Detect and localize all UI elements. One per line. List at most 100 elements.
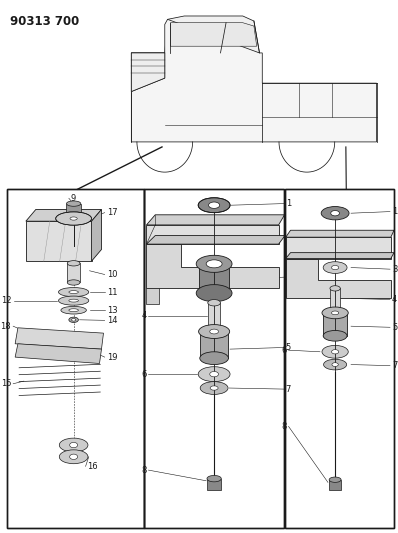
Text: 15: 15 xyxy=(1,379,11,388)
Text: 7: 7 xyxy=(286,385,291,393)
Polygon shape xyxy=(131,53,165,92)
Ellipse shape xyxy=(322,307,348,319)
Ellipse shape xyxy=(206,260,222,268)
Ellipse shape xyxy=(210,386,218,390)
Ellipse shape xyxy=(196,285,232,302)
Ellipse shape xyxy=(69,290,78,294)
Bar xyxy=(7,189,144,528)
Text: 6: 6 xyxy=(141,370,146,378)
Polygon shape xyxy=(131,53,165,92)
Ellipse shape xyxy=(59,287,89,297)
Text: 7: 7 xyxy=(392,361,398,370)
Polygon shape xyxy=(146,236,285,244)
Text: 1: 1 xyxy=(392,207,397,216)
Bar xyxy=(144,189,284,528)
Ellipse shape xyxy=(59,438,88,452)
Polygon shape xyxy=(146,288,159,304)
Ellipse shape xyxy=(322,345,348,358)
Polygon shape xyxy=(286,237,391,259)
Bar xyxy=(207,479,221,490)
Bar xyxy=(285,189,394,528)
Polygon shape xyxy=(26,209,101,221)
Polygon shape xyxy=(146,215,285,225)
Text: 13: 13 xyxy=(107,306,117,314)
Polygon shape xyxy=(286,253,394,259)
Bar xyxy=(66,204,81,212)
Text: 4: 4 xyxy=(141,311,146,320)
Text: 10: 10 xyxy=(107,270,117,279)
Bar xyxy=(199,264,229,293)
Ellipse shape xyxy=(323,330,347,341)
Polygon shape xyxy=(146,244,279,288)
Ellipse shape xyxy=(69,299,78,302)
Ellipse shape xyxy=(66,201,81,206)
Ellipse shape xyxy=(323,262,347,273)
Ellipse shape xyxy=(332,362,338,367)
Bar xyxy=(329,480,341,490)
Polygon shape xyxy=(170,23,257,46)
Text: 6: 6 xyxy=(281,346,287,354)
Ellipse shape xyxy=(200,352,228,365)
Ellipse shape xyxy=(331,211,339,216)
Bar xyxy=(200,332,228,358)
Ellipse shape xyxy=(70,217,77,220)
Ellipse shape xyxy=(209,202,220,208)
Ellipse shape xyxy=(70,442,78,448)
Ellipse shape xyxy=(332,350,339,354)
Polygon shape xyxy=(15,328,103,349)
Text: 14: 14 xyxy=(107,316,117,325)
Ellipse shape xyxy=(208,332,220,338)
Ellipse shape xyxy=(59,450,88,464)
Text: 11: 11 xyxy=(107,288,117,296)
Text: 17: 17 xyxy=(107,208,117,217)
Text: 1: 1 xyxy=(286,199,291,208)
Ellipse shape xyxy=(69,317,78,322)
Ellipse shape xyxy=(67,280,80,285)
Ellipse shape xyxy=(72,318,76,321)
Bar xyxy=(285,189,394,528)
Ellipse shape xyxy=(208,300,220,306)
Text: 8: 8 xyxy=(141,466,146,474)
Ellipse shape xyxy=(330,286,340,291)
Ellipse shape xyxy=(207,475,221,482)
Bar xyxy=(7,189,144,528)
Text: 3: 3 xyxy=(392,265,398,273)
Polygon shape xyxy=(286,230,394,237)
Ellipse shape xyxy=(198,367,230,382)
Bar xyxy=(144,189,284,528)
Ellipse shape xyxy=(332,265,339,270)
Ellipse shape xyxy=(198,198,230,213)
Text: 2: 2 xyxy=(286,273,291,281)
Text: 9: 9 xyxy=(71,194,76,203)
Polygon shape xyxy=(146,225,279,244)
Ellipse shape xyxy=(321,206,349,220)
Text: 8: 8 xyxy=(281,422,287,431)
Text: 5: 5 xyxy=(392,323,397,332)
Ellipse shape xyxy=(67,261,80,266)
Text: 19: 19 xyxy=(107,353,117,361)
Ellipse shape xyxy=(200,382,228,394)
Ellipse shape xyxy=(61,306,86,314)
Polygon shape xyxy=(286,259,391,298)
Text: 12: 12 xyxy=(2,296,12,305)
Ellipse shape xyxy=(329,477,341,482)
Ellipse shape xyxy=(69,309,78,312)
Polygon shape xyxy=(92,209,101,261)
Text: 90313 700: 90313 700 xyxy=(10,15,79,28)
Ellipse shape xyxy=(330,309,340,314)
Ellipse shape xyxy=(196,255,232,272)
Text: 5: 5 xyxy=(286,343,291,352)
Polygon shape xyxy=(15,344,101,364)
Ellipse shape xyxy=(210,372,219,377)
Ellipse shape xyxy=(199,325,230,338)
Bar xyxy=(67,263,80,282)
Ellipse shape xyxy=(56,212,92,225)
Text: 16: 16 xyxy=(88,462,98,471)
Bar xyxy=(323,313,347,336)
Ellipse shape xyxy=(59,296,89,305)
Polygon shape xyxy=(131,19,377,142)
Ellipse shape xyxy=(210,329,219,334)
Polygon shape xyxy=(165,16,259,53)
Bar xyxy=(208,303,220,335)
Bar xyxy=(330,288,340,312)
